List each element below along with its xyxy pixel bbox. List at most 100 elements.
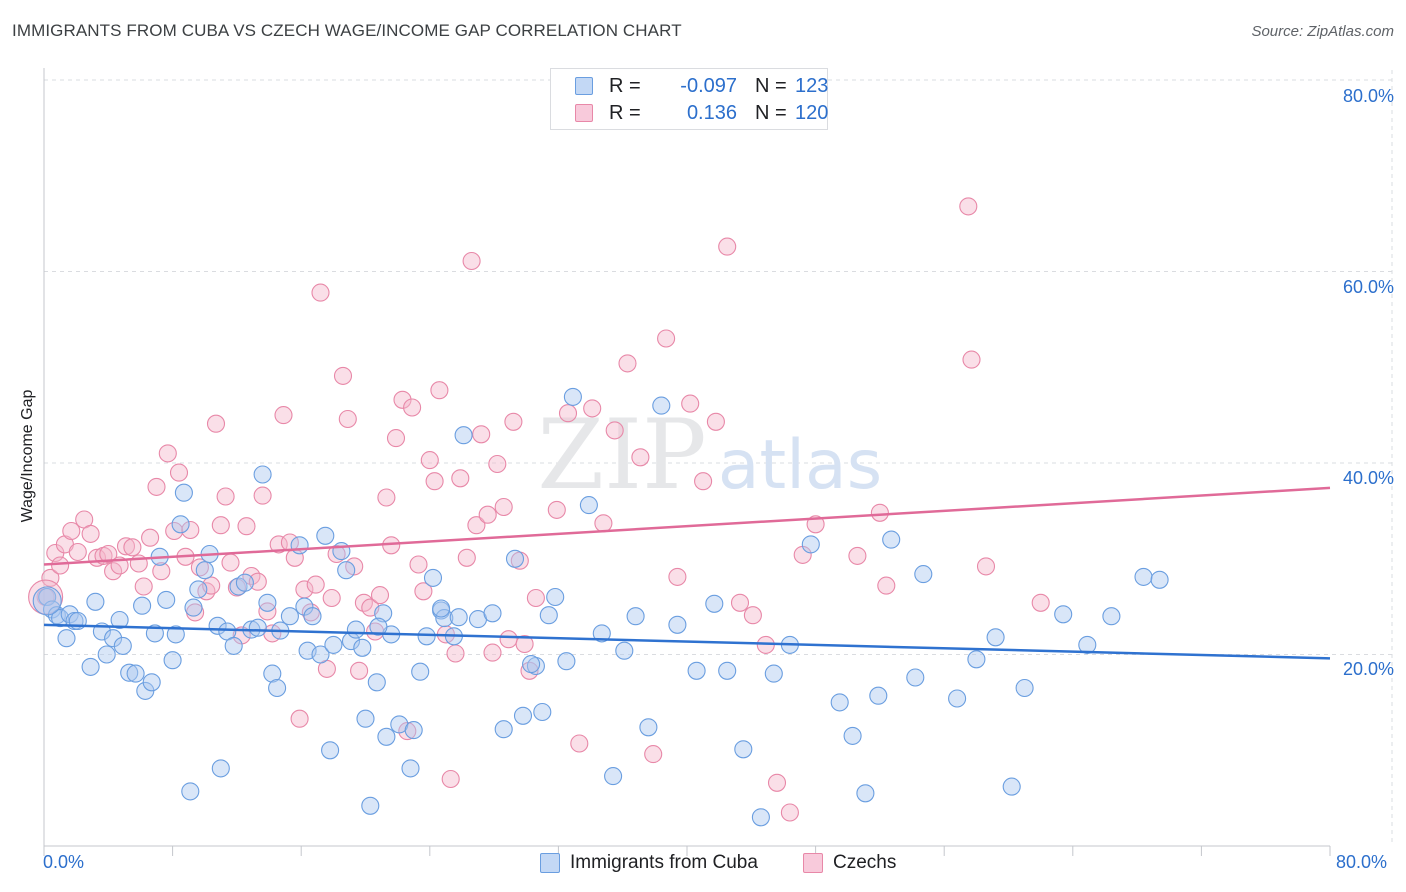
cuba-point: [181, 782, 200, 801]
cuba-point: [110, 610, 129, 630]
cuba-point: [513, 706, 533, 725]
legend-n-label: N =: [755, 102, 787, 124]
czechs-point: [430, 381, 449, 400]
cuba-point: [986, 628, 1005, 647]
cuba-point: [57, 629, 76, 648]
czechs-point: [483, 643, 502, 662]
source-label: Source: ZipAtlas.com: [1251, 23, 1394, 40]
cuba-point: [224, 636, 243, 655]
cuba-point: [1078, 635, 1097, 654]
legend-swatch-blue: [575, 77, 593, 95]
czechs-point: [694, 472, 713, 491]
y-tick-20: 20.0%: [1342, 659, 1394, 679]
cuba-point: [133, 596, 152, 615]
cuba-point: [81, 657, 100, 676]
cuba-point: [522, 655, 541, 674]
legend-n-value: 120: [795, 102, 829, 124]
czechs-point: [472, 425, 491, 444]
czechs-point: [959, 197, 978, 216]
cuba-point: [449, 608, 468, 627]
czechs-point: [457, 548, 476, 567]
czechs-point: [147, 477, 166, 496]
cuba-point: [195, 561, 214, 580]
watermark-atlas: atlas: [718, 426, 882, 505]
y-tick-40: 40.0%: [1342, 468, 1394, 488]
czechs-point: [1031, 593, 1050, 612]
cuba-point: [1054, 605, 1073, 624]
czechs-point: [338, 409, 357, 429]
cuba-point: [592, 624, 611, 643]
czechs-point: [594, 514, 613, 533]
czechs-point: [165, 521, 184, 541]
czechs-point: [706, 412, 725, 431]
czechs-point: [123, 538, 142, 557]
cuba-point: [337, 561, 356, 580]
czechs-point: [499, 630, 518, 649]
cuba-point: [113, 636, 132, 655]
czechs-point: [169, 463, 189, 482]
y-tick-80: 80.0%: [1342, 86, 1394, 106]
czechs-point: [504, 412, 523, 431]
czechs-point: [141, 528, 160, 547]
czechs-point: [657, 329, 676, 348]
czechs-point: [425, 472, 444, 491]
czechs-point: [806, 515, 825, 534]
cuba-point: [377, 727, 396, 746]
czechs-point: [467, 516, 486, 535]
czechs-point: [237, 517, 256, 536]
cuba-point: [843, 726, 862, 745]
czechs-point: [446, 644, 465, 663]
bottom-swatch-blue: [540, 853, 560, 873]
cuba-point: [311, 645, 330, 664]
axes: [43, 68, 1331, 856]
bottom-legend-cuba-label: Immigrants from Cuba: [570, 852, 758, 873]
cuba-point: [435, 609, 454, 628]
cuba-point: [734, 740, 753, 759]
cuba-point: [914, 565, 933, 584]
czechs-point: [767, 773, 787, 792]
czechs-point: [462, 251, 481, 271]
czechs-point: [515, 634, 534, 654]
czechs-point: [62, 521, 81, 541]
cuba-point: [174, 483, 193, 502]
x-tick-max: 80.0%: [1336, 852, 1388, 872]
cuba-point: [184, 598, 203, 617]
cuba-point: [604, 767, 623, 786]
cuba-point: [423, 568, 443, 587]
cuba-point: [401, 759, 420, 778]
legend-r-label: R =: [609, 102, 641, 124]
legend-n-value: 123: [795, 75, 829, 97]
cuba-point: [687, 661, 706, 680]
legend-r-value: 0.136: [686, 102, 737, 124]
cuba-point: [906, 668, 925, 687]
cuba-point: [505, 549, 525, 568]
trend-lines: [43, 486, 1331, 660]
czechs-point: [311, 283, 330, 302]
watermark-zip: ZIP: [537, 399, 706, 511]
legend-r-value: -0.097: [680, 75, 737, 97]
cuba-point: [346, 620, 365, 639]
czechs-point: [451, 469, 470, 488]
czechs-point: [327, 544, 346, 564]
cuba-point: [856, 784, 875, 803]
czechs-point: [976, 557, 996, 576]
czechs-point: [306, 575, 325, 594]
cuba-point: [51, 609, 70, 628]
cuba-point: [211, 759, 230, 778]
cuba-point: [369, 617, 388, 636]
czechs-point: [478, 505, 497, 524]
legend-n-label: N =: [755, 75, 787, 97]
czechs-point: [181, 520, 200, 540]
czechs-point: [962, 350, 981, 369]
czechs-point: [68, 542, 87, 562]
cuba-point: [171, 515, 190, 534]
watermark: ZIP atlas: [537, 399, 882, 511]
cuba-point: [303, 607, 322, 626]
cuba-point: [557, 652, 576, 671]
czechs-point: [441, 769, 460, 789]
czechs-point: [494, 497, 513, 517]
cuba-point: [668, 615, 687, 634]
czechs-point: [274, 406, 293, 425]
czechs-point: [743, 606, 762, 625]
